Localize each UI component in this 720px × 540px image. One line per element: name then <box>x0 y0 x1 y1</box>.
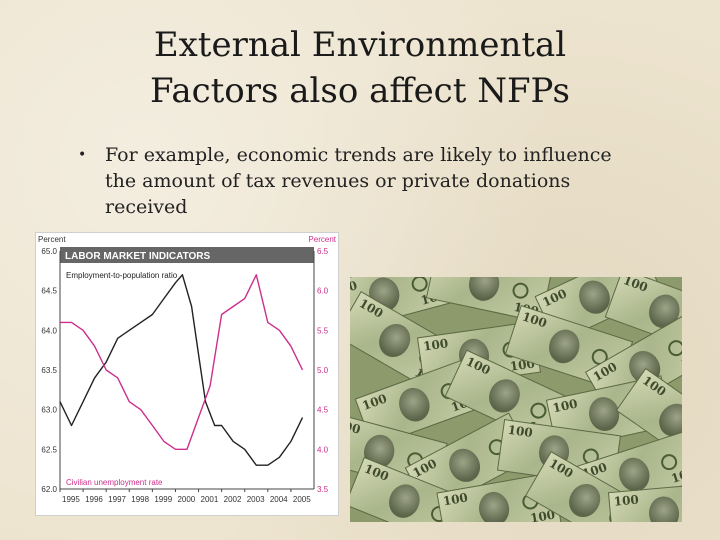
x-tick-label: 1997 <box>108 495 126 504</box>
slide-title-line1: External Environmental <box>153 25 567 65</box>
bill-portrait <box>394 383 435 426</box>
bill-denomination: 100 <box>441 490 469 509</box>
right-tick-label: 6.5 <box>317 247 329 256</box>
bill-denomination: 100 <box>360 391 389 414</box>
chart-svg: Percent Percent LABOR MARKET INDICATORS 65.… <box>38 235 337 504</box>
bill-denomination: 100 <box>520 309 549 331</box>
left-tick-label: 62.5 <box>41 445 57 454</box>
labor-market-chart: Percent Percent LABOR MARKET INDICATORS 65.… <box>35 232 339 516</box>
bill-seal <box>511 281 530 301</box>
chart-title: LABOR MARKET INDICATORS <box>65 251 211 262</box>
x-tick-label: 2003 <box>247 495 265 504</box>
money-photo: 100 100 100 100 100 100 100 100 100 100 100 100 100 1… <box>350 277 682 522</box>
unemployment-series-label: Civilian unemployment rate <box>66 478 163 487</box>
bill-portrait <box>585 394 623 434</box>
x-tick-label: 1999 <box>154 495 172 504</box>
bullet-item: • For example, economic trends are likel… <box>78 142 638 220</box>
right-tick-label: 5.0 <box>317 366 329 375</box>
right-tick-label: 3.5 <box>317 485 329 494</box>
right-tick-label: 4.0 <box>317 445 329 454</box>
bullet-text: For example, economic trends are likely … <box>105 144 612 218</box>
left-tick-label: 64.0 <box>41 326 57 335</box>
bill-denomination: 100 <box>506 422 534 441</box>
bill-portrait <box>476 489 512 522</box>
bill-portrait <box>443 443 486 488</box>
bill-portrait <box>647 495 681 522</box>
x-tick-label: 2005 <box>293 495 311 504</box>
left-tick-label: 64.5 <box>41 287 57 296</box>
bill-portrait <box>544 325 584 368</box>
bill-denomination: 100 <box>551 396 579 416</box>
x-tick-label: 1998 <box>131 495 149 504</box>
right-tick-label: 6.0 <box>317 287 329 296</box>
bill-denomination: 100 <box>350 416 363 437</box>
bill-portrait <box>373 318 417 363</box>
left-tick-label: 62.0 <box>41 485 57 494</box>
bill-seal <box>665 337 682 360</box>
x-tick-label: 1996 <box>85 495 103 504</box>
bill-portrait <box>563 478 607 522</box>
left-tick-label: 65.0 <box>41 247 57 256</box>
bill-portrait <box>384 479 425 522</box>
left-tick-label: 63.5 <box>41 366 57 375</box>
employment-series-label: Employment-to-population ratio <box>66 271 178 280</box>
bill-portrait <box>483 374 526 418</box>
right-axis-label: Percent <box>308 235 336 244</box>
slide-title: External Environmental Factors also affe… <box>0 22 720 114</box>
bullet-dot: • <box>78 147 87 163</box>
bill-denomination: 100 <box>422 336 450 354</box>
x-tick-label: 1995 <box>62 495 80 504</box>
bill-denomination: 100 <box>621 277 650 295</box>
right-tick-label: 4.5 <box>317 406 329 415</box>
bill-denomination: 100 <box>613 492 640 509</box>
right-tick-label: 5.5 <box>317 326 329 335</box>
chart-title-band <box>60 247 314 263</box>
unemployment-series-line <box>60 274 304 451</box>
left-tick-label: 63.0 <box>41 406 57 415</box>
x-tick-label: 2002 <box>224 495 242 504</box>
employment-series-line <box>59 274 304 466</box>
x-tick-label: 2004 <box>270 495 288 504</box>
bill-portrait <box>465 277 503 304</box>
left-axis-label: Percent <box>38 235 66 244</box>
slide-title-line2: Factors also affect NFPs <box>150 71 570 111</box>
x-tick-label: 2000 <box>177 495 195 504</box>
x-tick-label: 2001 <box>201 495 219 504</box>
